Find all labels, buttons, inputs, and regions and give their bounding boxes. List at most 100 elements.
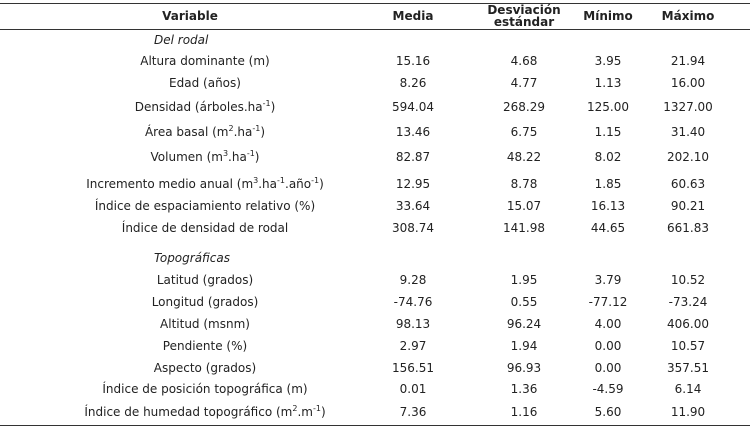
column-header: Media	[392, 9, 434, 23]
superscript: -1	[246, 149, 255, 158]
variable-cell: Edad (años)	[169, 76, 241, 90]
text: Área basal (m	[144, 125, 229, 139]
text: Índice de espaciamiento relativo (%)	[94, 199, 316, 213]
superscript: -1	[311, 176, 320, 185]
text: Incremento medio anual (m	[86, 177, 254, 191]
value-cell: 33.64	[395, 199, 431, 213]
value-cell: 0.55	[510, 295, 538, 309]
value-cell: 8.26	[399, 76, 427, 90]
variable-cell: Aspecto (grados)	[154, 361, 256, 375]
value-cell: 9.28	[399, 273, 427, 287]
value-cell: 90.21	[670, 199, 706, 213]
value-cell: 661.83	[667, 221, 709, 235]
variable-cell: Altitud (msnm)	[160, 317, 250, 331]
value-cell: 3.79	[594, 273, 622, 287]
variable-cell: Índice de densidad de rodal	[122, 221, 288, 235]
value-cell: -74.76	[393, 295, 433, 309]
value-cell: 1.15	[594, 125, 622, 139]
text: )	[254, 150, 260, 164]
variable-cell: Longitud (grados)	[152, 295, 259, 309]
value-cell: 202.10	[667, 150, 709, 164]
value-cell: 60.63	[670, 177, 706, 191]
value-cell: 48.22	[506, 150, 542, 164]
value-cell: 6.75	[510, 125, 538, 139]
column-header: Mínimo	[583, 9, 633, 23]
superscript: 3	[253, 176, 259, 185]
value-cell: 8.02	[594, 150, 622, 164]
value-cell: 15.07	[506, 199, 542, 213]
section-heading: Del rodal	[154, 33, 209, 47]
value-cell: 16.00	[670, 76, 706, 90]
text: Latitud (grados)	[156, 273, 254, 287]
value-cell: 594.04	[392, 100, 434, 114]
value-cell: 10.52	[670, 273, 706, 287]
superscript: 2	[228, 124, 234, 133]
value-cell: 0.00	[594, 339, 622, 353]
variable-cell: Índice de humedad topográfico (m2.m-1)	[84, 404, 326, 420]
value-cell: 357.51	[667, 361, 709, 375]
column-header: Variable	[162, 9, 218, 23]
text: Volumen (m	[150, 150, 223, 164]
variable-cell: Latitud (grados)	[157, 273, 253, 287]
value-cell: 8.78	[510, 177, 538, 191]
text: Altitud (msnm)	[160, 317, 250, 331]
value-cell: 1.13	[594, 76, 622, 90]
value-cell: -77.12	[588, 295, 628, 309]
value-cell: 406.00	[667, 317, 709, 331]
top-rule	[0, 3, 750, 4]
variable-cell: Incremento medio anual (m3.ha-1.año-1)	[86, 176, 324, 192]
variable-cell: Índice de posición topográfica (m)	[102, 382, 307, 396]
value-cell: 82.87	[395, 150, 431, 164]
value-cell: 96.24	[506, 317, 542, 331]
value-cell: 12.95	[395, 177, 431, 191]
value-cell: 1.36	[510, 382, 538, 396]
text: )	[319, 177, 324, 191]
text: .ha	[258, 177, 278, 191]
superscript: 3	[222, 149, 229, 158]
superscript: -1	[312, 404, 321, 413]
variable-cell: Altura dominante (m)	[140, 54, 269, 68]
superscript: -1	[277, 176, 286, 185]
bottom-rule	[0, 425, 750, 426]
value-cell: -73.24	[668, 295, 708, 309]
variable-cell: Área basal (m2.ha-1)	[144, 124, 266, 140]
text: .m	[297, 405, 313, 419]
superscript: -1	[262, 99, 271, 108]
text: Índice de humedad topográfico (m	[84, 405, 293, 419]
value-cell: 10.57	[670, 339, 706, 353]
value-cell: 141.98	[503, 221, 545, 235]
value-cell: 4.77	[510, 76, 538, 90]
text: Índice de posición topográfica (m)	[102, 382, 308, 396]
value-cell: 31.40	[670, 125, 706, 139]
value-cell: 3.95	[594, 54, 622, 68]
text: Densidad (árboles.ha	[134, 100, 263, 114]
value-cell: 44.65	[590, 221, 626, 235]
value-cell: 13.46	[395, 125, 431, 139]
text: .ha	[233, 125, 253, 139]
value-cell: 268.29	[503, 100, 545, 114]
header-rule	[0, 29, 750, 30]
value-cell: 96.93	[506, 361, 542, 375]
text: )	[260, 125, 266, 139]
value-cell: 1.16	[510, 405, 538, 419]
value-cell: 5.60	[594, 405, 622, 419]
text: .ha	[228, 150, 247, 164]
variable-cell: Índice de espaciamiento relativo (%)	[95, 199, 315, 213]
value-cell: 156.51	[392, 361, 434, 375]
text: )	[320, 405, 326, 419]
text: Pendiente (%)	[162, 339, 248, 353]
value-cell: 125.00	[587, 100, 629, 114]
text: Longitud (grados)	[151, 295, 259, 309]
value-cell: 1.95	[510, 273, 538, 287]
value-cell: 4.00	[594, 317, 622, 331]
value-cell: 15.16	[395, 54, 431, 68]
variable-cell: Volumen (m3.ha-1)	[150, 149, 260, 165]
value-cell: 7.36	[399, 405, 427, 419]
text: Índice de densidad de rodal	[121, 221, 289, 235]
variable-cell: Pendiente (%)	[163, 339, 247, 353]
value-cell: 308.74	[392, 221, 434, 235]
value-cell: 2.97	[399, 339, 427, 353]
text: Aspecto (grados)	[153, 361, 257, 375]
value-cell: 1327.00	[663, 100, 713, 114]
